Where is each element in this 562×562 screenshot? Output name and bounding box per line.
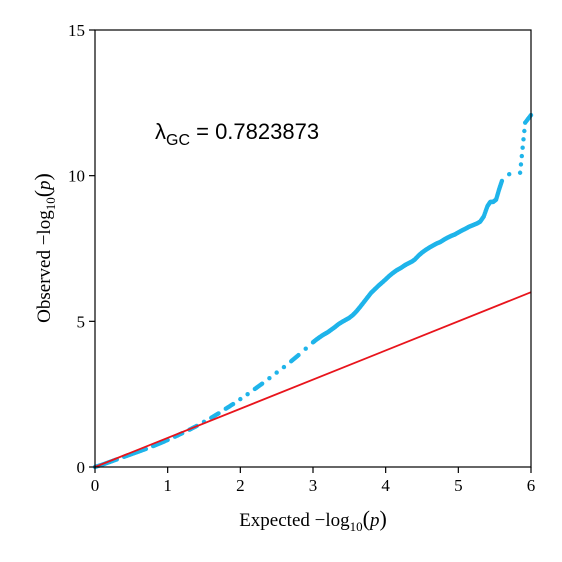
y-tick-label: 5	[77, 312, 86, 331]
x-axis-title-log: log	[325, 510, 350, 531]
y-axis-title-sub: 10	[43, 197, 58, 210]
data-point	[521, 137, 526, 142]
lambda-value: = 0.7823873	[190, 119, 319, 144]
data-point	[245, 391, 250, 397]
x-tick-label: 5	[454, 476, 463, 495]
x-axis-title-sub: 10	[350, 519, 363, 534]
plot-frame	[94, 29, 532, 468]
y-axis-title-minus: −	[34, 235, 55, 246]
data-point	[518, 162, 524, 167]
x-tick-label: 3	[309, 476, 318, 495]
data-points	[92, 112, 534, 470]
x-axis-title-minus: −	[315, 510, 326, 531]
data-point	[507, 172, 512, 177]
x-axis-title-lparen: (	[363, 506, 370, 531]
data-point	[274, 370, 279, 375]
x-axis-title: Expected −log10(p)	[239, 506, 387, 534]
x-axis-title-rparen: )	[379, 506, 386, 531]
y-axis-title-log: log	[34, 210, 55, 235]
data-point	[230, 401, 236, 407]
data-point	[517, 170, 523, 175]
lambda-symbol: λ	[155, 119, 166, 144]
data-point	[520, 145, 525, 150]
data-point	[296, 352, 301, 358]
reference-line	[94, 291, 532, 468]
y-tick-label: 15	[68, 21, 85, 40]
x-tick-label: 2	[236, 476, 245, 495]
x-tick-label: 6	[527, 476, 536, 495]
y-axis-title-var: p	[34, 180, 55, 192]
x-axis-title-prefix: Expected	[239, 510, 310, 531]
x-tick-label: 1	[163, 476, 172, 495]
x-tick-label: 0	[91, 476, 100, 495]
axes: 0 1 2 3 4 5 6 0 5 10 15	[68, 21, 535, 495]
y-axis-title-rparen: )	[30, 173, 55, 180]
data-point	[522, 128, 527, 134]
data-point	[281, 364, 287, 370]
data-point	[259, 381, 265, 386]
y-axis-title: Observed −log10(p)	[30, 173, 58, 323]
reference-line-layer	[94, 291, 532, 468]
y-axis-title-prefix: Observed	[34, 250, 55, 323]
x-tick-label: 4	[381, 476, 390, 495]
data-point	[267, 375, 272, 381]
data-point	[216, 411, 221, 416]
lambda-gc-annotation: λGC = 0.7823873	[155, 119, 319, 149]
data-point	[519, 153, 524, 159]
data-point	[238, 396, 243, 402]
lambda-subscript: GC	[166, 132, 190, 149]
data-point	[499, 178, 505, 184]
y-tick-label: 10	[68, 167, 85, 186]
y-axis-title-lparen: (	[30, 190, 55, 197]
x-axis-title-var: p	[368, 510, 380, 531]
data-point	[303, 346, 308, 351]
y-tick-label: 0	[77, 458, 86, 477]
